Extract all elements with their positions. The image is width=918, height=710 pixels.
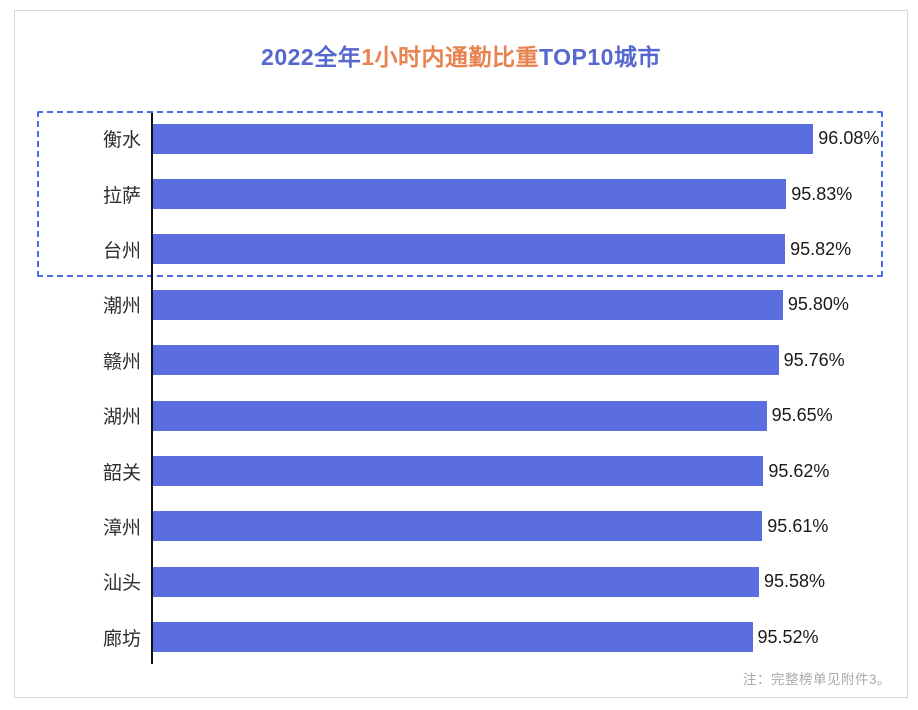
value-label: 95.76%: [783, 349, 845, 370]
value-label: 95.62%: [768, 460, 830, 481]
category-label: 潮州: [102, 296, 141, 318]
bar: [153, 400, 767, 431]
category-label: 赣州: [102, 351, 141, 373]
value-label: 95.65%: [771, 405, 833, 426]
chart-row: 衡水 96.08%: [15, 111, 907, 166]
bar-track: 95.52%: [153, 622, 885, 653]
bar: [153, 345, 779, 376]
category-label: 湖州: [102, 407, 141, 429]
footnote: 注：完整榜单见附件3。: [742, 672, 891, 687]
chart-row: 廊坊 95.52%: [15, 610, 907, 665]
category-label: 衡水: [102, 130, 141, 152]
bar: [153, 511, 763, 542]
bar: [153, 622, 753, 653]
title-segment: 1小时内通勤比重: [361, 44, 539, 70]
bar-track: 95.61%: [153, 511, 885, 542]
bar: [153, 123, 814, 154]
y-axis-line: [151, 113, 153, 664]
bar: [153, 289, 783, 320]
chart-row: 韶关 95.62%: [15, 443, 907, 498]
chart-row: 台州 95.82%: [15, 222, 907, 277]
value-label: 95.83%: [791, 183, 853, 204]
bar: [153, 234, 786, 265]
title-segment: 2022全年: [261, 44, 362, 70]
bar-track: 96.08%: [153, 123, 885, 154]
bar-track: 95.82%: [153, 234, 885, 265]
category-label: 拉萨: [102, 185, 141, 207]
category-label: 廊坊: [102, 628, 141, 650]
value-label: 95.61%: [767, 515, 829, 536]
bar: [153, 179, 787, 210]
value-label: 95.52%: [757, 626, 819, 647]
bar-track: 95.83%: [153, 179, 885, 210]
bar-track: 95.80%: [153, 289, 885, 320]
chart-row: 潮州 95.80%: [15, 277, 907, 332]
title-segment: TOP10城市: [539, 44, 661, 70]
bar: [153, 456, 764, 487]
chart-row: 湖州 95.65%: [15, 388, 907, 443]
chart-row: 汕头 95.58%: [15, 554, 907, 609]
chart-row: 漳州 95.61%: [15, 499, 907, 554]
category-label: 韶关: [102, 462, 141, 484]
chart-card: 2022全年1小时内通勤比重TOP10城市 衡水 96.08% 拉萨 95.83…: [14, 10, 908, 698]
chart-title: 2022全年1小时内通勤比重TOP10城市: [15, 38, 907, 72]
value-label: 95.80%: [787, 294, 849, 315]
value-label: 95.58%: [764, 571, 826, 592]
bar-chart: 衡水 96.08% 拉萨 95.83% 台州 95.82% 潮州 95.80% …: [15, 111, 907, 665]
chart-row: 赣州 95.76%: [15, 333, 907, 388]
chart-row: 拉萨 95.83%: [15, 166, 907, 221]
bar-track: 95.65%: [153, 400, 885, 431]
bar-track: 95.62%: [153, 456, 885, 487]
value-label: 95.82%: [790, 238, 852, 259]
bar-track: 95.58%: [153, 566, 885, 597]
category-label: 汕头: [102, 573, 141, 595]
category-label: 台州: [102, 240, 141, 262]
value-label: 96.08%: [818, 128, 880, 149]
bar-track: 95.76%: [153, 345, 885, 376]
bar: [153, 566, 759, 597]
category-label: 漳州: [102, 517, 141, 539]
